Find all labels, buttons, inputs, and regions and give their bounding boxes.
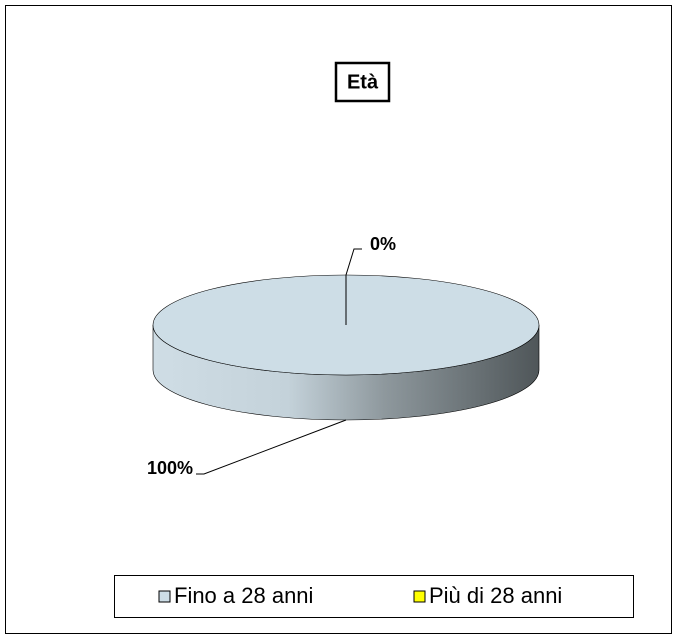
pie: 0% 100%: [147, 234, 540, 478]
legend-label: Più di 28 anni: [429, 583, 562, 608]
leader-line: [196, 419, 347, 475]
legend: Fino a 28 anni Più di 28 anni: [158, 583, 562, 608]
data-label: 100%: [147, 458, 193, 478]
legend-label: Fino a 28 anni: [174, 583, 313, 608]
legend-box: [114, 575, 634, 618]
title-box: [334, 61, 391, 103]
leader-line: [345, 248, 362, 325]
chart-title: Età: [347, 71, 379, 93]
legend-swatch: [158, 590, 171, 603]
legend-swatch: [413, 590, 426, 603]
data-label: 0%: [370, 234, 396, 254]
